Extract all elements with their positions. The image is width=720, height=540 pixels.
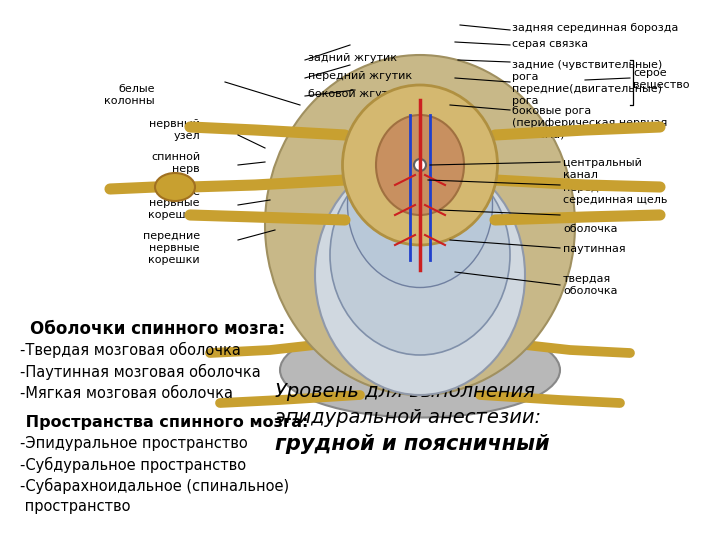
Ellipse shape	[315, 155, 525, 395]
Text: белые
колонны: белые колонны	[104, 84, 155, 106]
Text: задняя серединная борозда: задняя серединная борозда	[512, 23, 678, 33]
Text: пространство: пространство	[20, 499, 130, 514]
Text: передние
нервные
корешки: передние нервные корешки	[143, 232, 200, 265]
Text: -Мягкая мозговая оболочка: -Мягкая мозговая оболочка	[20, 386, 233, 401]
Ellipse shape	[155, 173, 195, 201]
Text: твердая
оболочка: твердая оболочка	[563, 274, 618, 295]
Text: -Паутинная мозговая оболочка: -Паутинная мозговая оболочка	[20, 364, 261, 380]
Ellipse shape	[330, 155, 510, 355]
Text: спинной
нерв: спинной нерв	[151, 152, 200, 174]
Text: задние
нервные
корешки: задние нервные корешки	[148, 186, 200, 220]
Text: -Субарахноидальное (спинальное): -Субарахноидальное (спинальное)	[20, 478, 289, 494]
Text: передняя
серединная щель: передняя серединная щель	[563, 183, 667, 205]
Circle shape	[414, 159, 426, 171]
Text: -Эпидуральное пространство: -Эпидуральное пространство	[20, 436, 248, 451]
Text: нервный
узел: нервный узел	[149, 119, 200, 141]
Text: грудной и поясничный: грудной и поясничный	[275, 434, 549, 454]
Text: мягкая
оболочка: мягкая оболочка	[563, 212, 618, 234]
Text: паутинная: паутинная	[563, 244, 626, 254]
Text: эпидуральной анестезии:: эпидуральной анестезии:	[275, 408, 541, 427]
Text: задний жгутик: задний жгутик	[308, 53, 397, 63]
Ellipse shape	[265, 55, 575, 395]
Text: центральный
канал: центральный канал	[563, 158, 642, 180]
Text: боковой жгутик: боковой жгутик	[308, 89, 402, 99]
Text: Оболочки спинного мозга:: Оболочки спинного мозга:	[30, 320, 285, 338]
Text: -Твердая мозговая оболочка: -Твердая мозговая оболочка	[20, 342, 241, 358]
Text: передние(двигательные)
рога: передние(двигательные) рога	[512, 84, 662, 106]
Text: Пространства спинного мозга:: Пространства спинного мозга:	[20, 415, 308, 430]
Text: боковые рога
(периферическая нервная
система): боковые рога (периферическая нервная сис…	[512, 106, 667, 139]
Text: задние (чувствительные)
рога: задние (чувствительные) рога	[512, 60, 662, 82]
Ellipse shape	[280, 322, 560, 417]
Ellipse shape	[343, 85, 498, 245]
Text: серое
вещество: серое вещество	[633, 68, 690, 90]
Text: Уровень для выполнения: Уровень для выполнения	[275, 382, 535, 401]
Text: серая связка: серая связка	[512, 39, 588, 49]
Ellipse shape	[376, 115, 464, 215]
Text: передний жгутик: передний жгутик	[308, 71, 412, 81]
Ellipse shape	[348, 123, 492, 287]
Text: -Субдуральное пространство: -Субдуральное пространство	[20, 457, 246, 473]
